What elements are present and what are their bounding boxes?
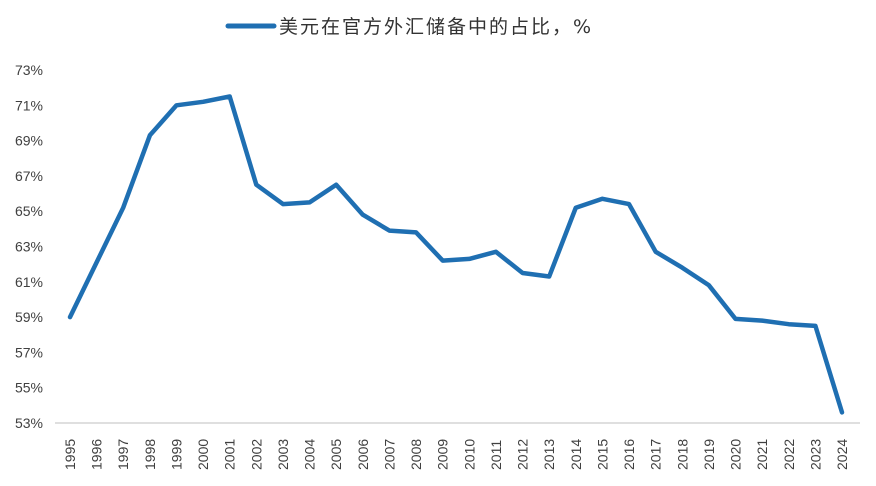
x-tick-label: 2011 [488,440,504,470]
y-axis: 53% 55% 57% 59% 61% 63% 65% 67% 69% 71% 73% [15,62,43,431]
data-point [600,197,604,201]
data-point [387,229,391,233]
x-axis: 1995 1996 1997 1998 1999 2000 2001 2002 2003 2004… [55,422,860,470]
x-tick-label: 2017 [648,439,664,470]
data-point [175,103,179,107]
data-point [494,250,498,254]
data-point [574,206,578,210]
x-tick-label: 2024 [834,439,850,470]
data-point [148,133,152,137]
y-tick-label: 67% [15,168,43,184]
y-tick-label: 73% [15,62,43,78]
x-tick-label: 1997 [115,439,131,470]
data-point [521,271,525,275]
legend: 美元在官方外汇储备中的占比，% [225,16,593,38]
x-tick-label: 2022 [781,439,797,470]
x-tick-label: 2006 [355,439,371,470]
data-point [813,324,817,328]
x-tick-label: 2015 [594,439,610,470]
y-tick-label: 55% [15,380,43,396]
x-tick-label: 2008 [408,439,424,470]
x-tick-label: 2002 [248,439,264,470]
x-tick-label: 1998 [142,439,158,470]
data-point [68,315,72,319]
x-tick-label: 2007 [381,439,397,470]
y-tick-label: 63% [15,239,43,255]
x-tick-label: 1999 [168,439,184,470]
data-point [467,257,471,261]
data-point [308,200,312,204]
x-tick-label: 2016 [621,439,637,470]
x-tick-label: 2020 [728,439,744,470]
x-tick-label: 2012 [515,439,531,470]
x-tick-label: 2004 [302,439,318,470]
x-tick-label: 2014 [568,439,584,470]
data-point [254,183,258,187]
x-tick-label: 2019 [701,439,717,470]
x-tick-label: 1996 [89,439,105,470]
data-point [228,95,232,99]
x-tick-label: 2009 [435,439,451,470]
data-point [334,183,338,187]
x-tick-label: 2003 [275,439,291,470]
data-point [707,283,711,287]
x-tick-label: 2018 [674,439,690,470]
y-tick-label: 69% [15,133,43,149]
data-point [361,213,365,217]
y-tick-label: 59% [15,309,43,325]
data-point [760,319,764,323]
x-tick-label: 2010 [461,439,477,470]
y-tick-label: 57% [15,344,43,360]
data-point [680,266,684,270]
data-point [201,100,205,104]
x-tick-label: 1995 [62,439,78,470]
y-tick-label: 65% [15,203,43,219]
data-point [840,410,844,414]
data-point [441,259,445,263]
y-tick-label: 53% [15,415,43,431]
data-point [121,206,125,210]
plot-area [67,94,845,415]
legend-label: 美元在官方外汇储备中的占比，% [279,16,593,38]
y-tick-label: 71% [15,97,43,113]
x-tick-label: 2023 [807,439,823,470]
x-tick-label: 2021 [754,439,770,470]
data-point [281,202,285,206]
x-tick-label: 2000 [195,439,211,470]
data-point [95,260,99,264]
data-point [627,202,631,206]
data-point [734,317,738,321]
data-point [547,275,551,279]
data-point [787,322,791,326]
x-tick-label: 2001 [222,439,238,470]
y-tick-label: 61% [15,274,43,290]
x-tick-label: 2005 [328,439,344,470]
data-point [414,230,418,234]
x-tick-label: 2013 [541,439,557,470]
series-line [67,94,845,415]
data-point [654,250,658,254]
